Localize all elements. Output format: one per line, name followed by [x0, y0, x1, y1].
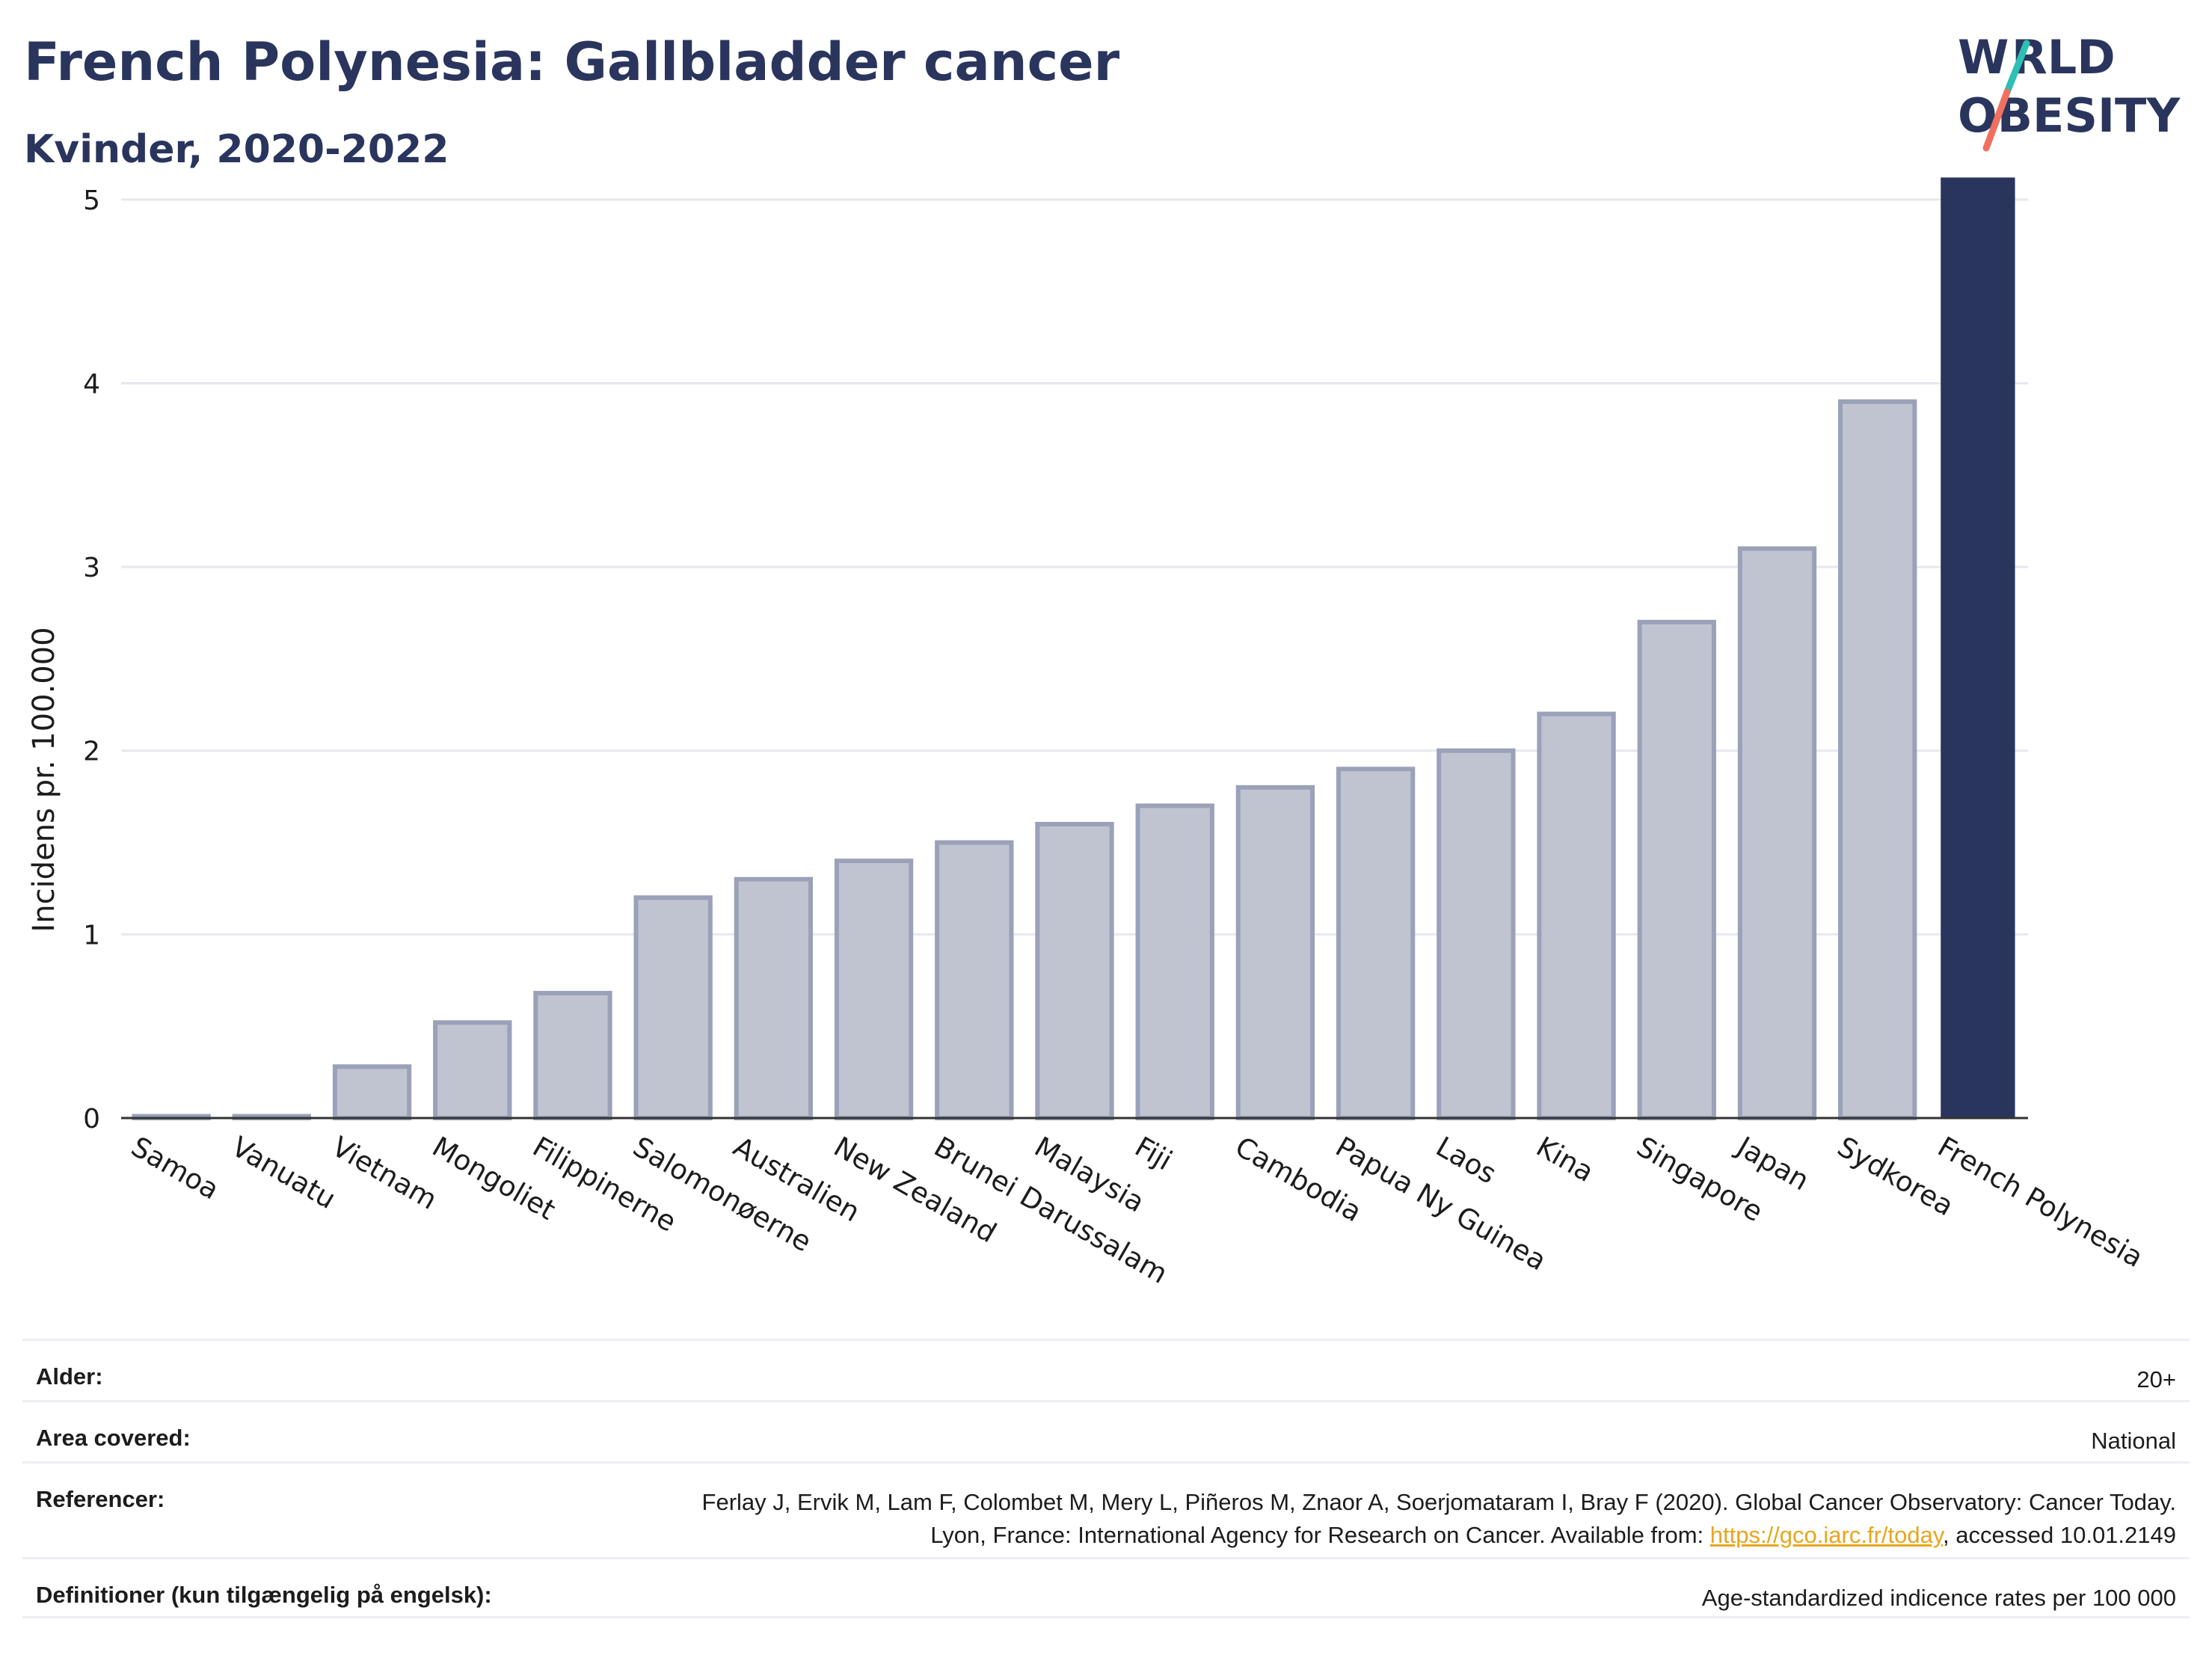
meta-label: Referencer:	[36, 1486, 165, 1512]
meta-row-references: Referencer: Ferlay J, Ervik M, Lam F, Co…	[22, 1461, 2190, 1557]
metadata-table: Alder: 20+ Area covered: National Refere…	[22, 1339, 2190, 1618]
x-tick-label: Samoa	[126, 1131, 224, 1206]
world-obesity-logo: W RLD OBESITY	[1958, 30, 2181, 152]
bar-cambodia	[1235, 784, 1315, 1120]
bar-japan	[1737, 546, 1817, 1120]
bar-papua-ny-guinea	[1336, 767, 1416, 1120]
bars	[132, 177, 2015, 1121]
meta-label: Area covered:	[36, 1425, 191, 1451]
reference-link[interactable]: https://gco.iarc.fr/today	[1709, 1522, 1944, 1548]
x-tick-label: Vietnam	[327, 1131, 443, 1216]
bar-singapore	[1637, 619, 1716, 1120]
x-tick-label: Salomonøerne	[627, 1131, 817, 1259]
bar-vietnam	[332, 1064, 412, 1120]
reference-accessed: , accessed 10.01.2149	[1943, 1522, 2176, 1548]
x-tick-label: Fiji	[1129, 1131, 1177, 1177]
bar-new-zealand	[834, 859, 914, 1120]
meta-value: 20+	[2136, 1366, 2176, 1393]
x-tick-label: Kina	[1531, 1131, 1599, 1189]
y-tick-label: 2	[83, 737, 100, 767]
bar-kina	[1537, 711, 1616, 1120]
meta-row-area: Area covered: National	[22, 1400, 2190, 1461]
y-axis-label: Incidens pr. 100.000	[27, 627, 61, 932]
bar-chart: 0 1 2 3 4 5 Samoa VanuatuVietnamMongolietFilip…	[27, 177, 2148, 1290]
meta-row-age: Alder: 20+	[22, 1339, 2190, 1400]
y-tick-label: 4	[83, 369, 100, 399]
bar-malaysia	[1035, 821, 1114, 1120]
meta-value: Age-standardized indicence rates per 100…	[1701, 1585, 2176, 1611]
x-tick-label: French Polynesia	[1932, 1131, 2148, 1274]
bar-brunei-darussalam	[935, 840, 1014, 1120]
bar-laos	[1437, 748, 1516, 1120]
bar-french-polynesia	[1941, 177, 2015, 1119]
meta-label: Definitioner (kun tilgængelig på engelsk…	[36, 1582, 492, 1608]
page-subtitle: Kvinder, 2020-2022	[24, 127, 449, 172]
reference-text: Ferlay J, Ervik M, Lam F, Colombet M, Me…	[701, 1489, 2176, 1548]
meta-value: Ferlay J, Ervik M, Lam F, Colombet M, Me…	[643, 1486, 2176, 1552]
y-tick-labels: 0 1 2 3 4 5	[83, 185, 100, 1134]
y-tick-label: 1	[83, 920, 100, 951]
bar-salomon-erne	[633, 895, 713, 1121]
bar-australien	[734, 876, 814, 1120]
y-tick-label: 5	[83, 185, 100, 216]
page-title: French Polynesia: Gallbladder cancer	[24, 31, 1120, 93]
x-tick-label: Vanuatu	[226, 1131, 341, 1216]
bar-filippinerne	[533, 990, 612, 1120]
bar-sydkorea	[1838, 399, 1917, 1121]
y-tick-label: 3	[83, 553, 100, 583]
svg-text:RLD: RLD	[2012, 30, 2116, 85]
bar-fiji	[1135, 803, 1214, 1120]
bar-mongoliet	[433, 1020, 512, 1121]
x-tick-labels: Samoa VanuatuVietnamMongolietFilippinerne…	[126, 1130, 2148, 1290]
meta-label: Alder:	[36, 1363, 103, 1390]
meta-value: National	[2091, 1428, 2176, 1454]
x-tick-label: Laos	[1431, 1131, 1502, 1191]
meta-row-definitions: Definitioner (kun tilgængelig på engelsk…	[22, 1557, 2190, 1618]
y-tick-label: 0	[83, 1104, 100, 1134]
svg-text:W: W	[1958, 30, 2009, 85]
